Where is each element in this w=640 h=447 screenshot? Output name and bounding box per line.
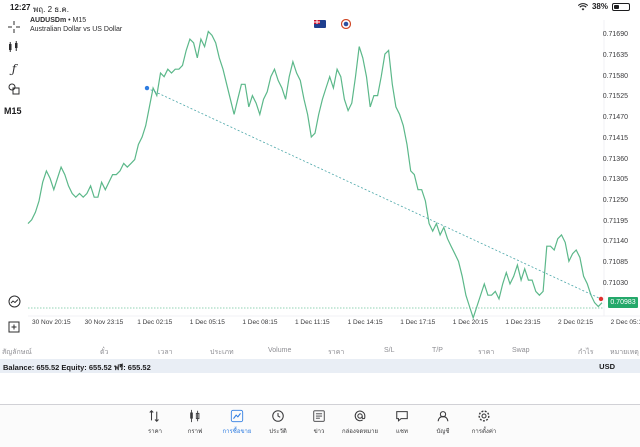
price-tick-label: 0.71635	[602, 52, 628, 59]
trendline-start-handle[interactable]	[144, 85, 150, 91]
price-chart[interactable]	[0, 14, 640, 344]
tab-settings[interactable]: การตั้งค่า	[464, 408, 504, 436]
tab-trade-chart[interactable]: การซื้อขาย	[217, 408, 257, 436]
status-bar: 12:27 พฤ. 2 ธ.ค. 38%	[0, 0, 640, 14]
column-header[interactable]: เวลา	[158, 349, 173, 356]
price-tick-label: 0.71525	[602, 93, 628, 101]
time-tick-label: 1 Dec 17:15	[400, 319, 436, 326]
tab-news[interactable]: ข่าว	[299, 408, 339, 436]
price-tick-label: 0.71195	[603, 217, 628, 225]
price-tick-label: 0.71415	[602, 134, 628, 142]
symbol-timeframe: M15	[72, 17, 87, 24]
account-icon	[437, 411, 449, 422]
price-line	[27, 30, 603, 320]
candles-icon	[190, 409, 200, 423]
symbol-description: Australian Dollar vs US Dollar	[30, 26, 123, 33]
symbol-name: AUDUSDm	[30, 17, 67, 24]
column-header[interactable]: Swap	[512, 347, 530, 354]
time-tick-label: 1 Dec 08:15	[242, 319, 278, 326]
price-tick-label: 0.71250	[602, 197, 628, 204]
symbol-separator: •	[68, 17, 71, 24]
tab-label: กราฟ	[187, 429, 203, 435]
settings-icon	[478, 410, 490, 422]
time-tick-label: 1 Dec 14:15	[347, 319, 383, 326]
time-tick-label: 1 Dec 23:15	[505, 319, 541, 326]
price-tick-label: 0.71470	[602, 114, 628, 122]
column-header[interactable]: สัญลักษณ์	[2, 349, 32, 356]
trendline-end-handle[interactable]	[598, 296, 604, 302]
tab-label: แชท	[396, 429, 408, 435]
status-time: 12:27	[10, 3, 31, 12]
battery-icon	[612, 2, 630, 11]
battery-percent: 38%	[591, 2, 608, 11]
function-icon[interactable]: ƒ	[11, 62, 17, 76]
price-tick-label: 0.71580	[602, 72, 628, 80]
time-tick-label: 30 Nov 20:15	[32, 319, 71, 326]
time-tick-label: 1 Dec 11:15	[295, 319, 330, 326]
symbol-header: AUDUSDm • M15 Australian Dollar vs US Do…	[30, 16, 122, 34]
time-tick-label: 1 Dec 02:15	[137, 319, 173, 326]
history-icon	[272, 410, 284, 422]
tab-arrows-updown[interactable]: ราคา	[135, 408, 175, 436]
status-date: พฤ. 2 ธ.ค.	[33, 5, 69, 14]
indicators-icon[interactable]	[5, 38, 23, 56]
tab-label: ข่าว	[313, 429, 325, 435]
mailbox-icon	[354, 410, 366, 422]
column-header[interactable]: Volume	[268, 347, 292, 354]
price-tick-label: 0.71305	[602, 176, 628, 184]
current-price-tag: 0.70983	[608, 296, 638, 308]
bottom-tab-bar: ราคา กราฟ การซื้อขาย ประวัติ ข่าว กล่องจดหมาย…	[0, 404, 640, 447]
flag-usd-icon	[341, 19, 351, 29]
column-header[interactable]: ตั๋ว	[100, 349, 109, 356]
tab-account[interactable]: บัญชี	[423, 408, 463, 436]
column-header[interactable]: ราคา	[328, 349, 345, 356]
trade-panel-icon[interactable]	[5, 292, 23, 310]
price-tick-label: 0.71030	[602, 279, 628, 287]
trade-table-header: สัญลักษณ์ ตั๋ว เวลา ประเภท Volume ราคา S/L T/P ร…	[0, 344, 640, 358]
chart-toolbar: ƒ M15	[0, 14, 28, 344]
timeframe-button[interactable]: M15	[4, 106, 22, 116]
balance-bar: Balance: 655.52 Equity: 655.52 ฟรี: 655.…	[0, 359, 640, 373]
crosshair-icon[interactable]	[5, 18, 23, 36]
price-tick-label: 0.71360	[602, 155, 628, 163]
objects-icon[interactable]	[5, 80, 23, 98]
news-icon	[313, 410, 325, 422]
tab-label: การซื้อขาย	[222, 429, 252, 435]
wifi-icon	[577, 2, 588, 10]
time-tick-label: 1 Dec 05:15	[189, 319, 225, 326]
balance-currency: USD	[599, 362, 615, 371]
trendline[interactable]	[146, 87, 602, 300]
tab-mailbox[interactable]: กล่องจดหมาย	[340, 408, 380, 436]
column-header[interactable]: S/L	[384, 347, 395, 354]
price-tick-label: 0.71085	[602, 259, 628, 267]
flag-aud-icon	[314, 20, 326, 28]
price-tick-label: 0.71690	[602, 31, 628, 39]
tab-label: การตั้งค่า	[471, 429, 497, 435]
tab-history[interactable]: ประวัติ	[258, 408, 298, 436]
price-tick-label: 0.71140	[603, 238, 628, 246]
balance-text: Balance: 655.52 Equity: 655.52 ฟรี: 655.…	[3, 363, 151, 372]
time-tick-label: 2 Dec 02:15	[558, 319, 594, 326]
column-header[interactable]: ประเภท	[210, 349, 234, 356]
time-tick-label: 30 Nov 23:15	[84, 319, 124, 326]
tab-chat[interactable]: แชท	[382, 408, 422, 436]
time-tick-label: 2 Dec 05:15	[610, 319, 640, 326]
trade-chart-icon	[230, 409, 244, 423]
tab-label: กล่องจดหมาย	[341, 429, 379, 435]
tab-label: บัญชี	[436, 429, 450, 435]
new-order-icon[interactable]	[5, 318, 23, 336]
arrows-updown-icon	[149, 410, 159, 422]
battery-level	[614, 4, 620, 9]
column-header[interactable]: T/P	[432, 347, 443, 354]
column-header[interactable]: กำไร	[578, 349, 594, 356]
tab-label: ประวัติ	[269, 429, 287, 435]
chart-area[interactable]: ƒ M15 AUDUSDm • M15 Australian Dollar vs…	[0, 14, 640, 344]
tab-candles[interactable]: กราฟ	[175, 408, 215, 436]
time-tick-label: 1 Dec 20:15	[452, 319, 488, 326]
tab-label: ราคา	[148, 429, 162, 435]
column-header[interactable]: ราคา	[478, 349, 495, 356]
column-header[interactable]: หมายเหตุ	[610, 349, 639, 356]
chat-icon	[396, 411, 408, 422]
